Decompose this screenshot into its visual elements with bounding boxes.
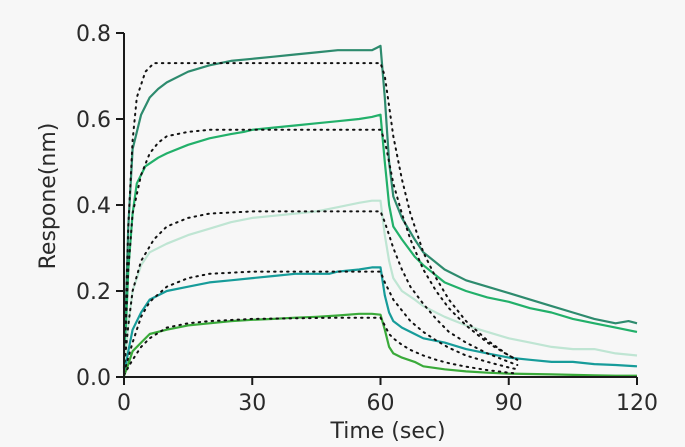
y-tick-label: 0.2 xyxy=(76,280,111,305)
series-layer xyxy=(122,44,638,377)
series-line-1 xyxy=(122,44,638,369)
fit-curve-9 xyxy=(123,270,519,374)
fit-curve-8 xyxy=(123,210,519,370)
series-line-4 xyxy=(122,266,638,376)
y-axis-title: Respone(nm) xyxy=(36,123,61,270)
fit-curve-7 xyxy=(123,128,519,370)
y-tick-label: 0.6 xyxy=(76,108,111,133)
x-tick-label: 90 xyxy=(495,391,523,416)
x-tick-label: 0 xyxy=(117,391,131,416)
axes-layer: 0 30 60 90 120 0.0 0.2 0.4 0.6 0.8 xyxy=(76,22,658,416)
x-axis-title: Time (sec) xyxy=(329,419,445,443)
x-tick-label: 60 xyxy=(367,391,395,416)
y-tick-label: 0.0 xyxy=(76,366,111,391)
fit-curve-10 xyxy=(123,316,519,376)
y-tick-label: 0.4 xyxy=(76,194,111,219)
x-tick-label: 30 xyxy=(238,391,266,416)
x-tick-label: 120 xyxy=(616,391,658,416)
fit-curve-6 xyxy=(123,62,519,370)
y-tick-label: 0.8 xyxy=(76,22,111,47)
series-line-3 xyxy=(122,199,638,373)
series-line-2 xyxy=(122,113,638,373)
series-line-5 xyxy=(122,312,637,377)
